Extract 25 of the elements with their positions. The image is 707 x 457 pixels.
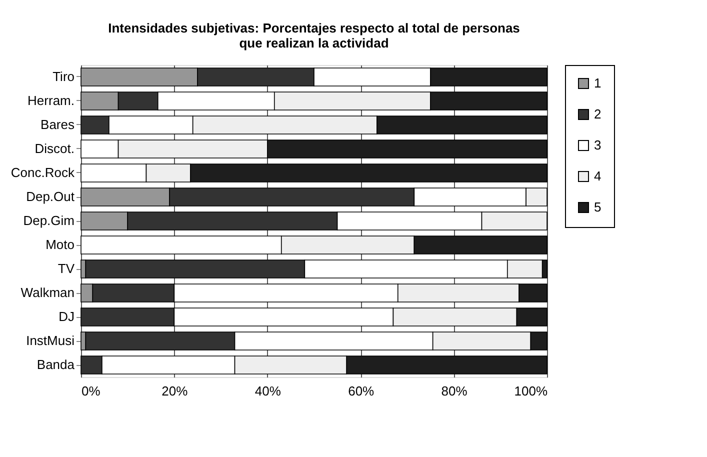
y-tick-label: Dep.Gim <box>23 213 74 228</box>
y-tick-label: TV <box>58 261 75 276</box>
y-tick-label: Conc.Rock <box>10 165 75 180</box>
legend-label: 4 <box>594 168 602 184</box>
y-tick-label: Herram. <box>28 93 74 108</box>
x-tick-label: 40% <box>254 384 282 398</box>
x-tick-label: 100% <box>514 384 548 398</box>
legend-label: 3 <box>594 138 602 152</box>
y-tick-label: Tiro <box>52 69 74 84</box>
legend-label: 1 <box>594 76 602 90</box>
y-tick-label: Discot. <box>34 141 74 156</box>
legend-label: 5 <box>594 200 602 214</box>
y-tick-label: Bares <box>40 117 75 132</box>
legend-label: 2 <box>594 106 602 122</box>
y-tick-label: Moto <box>46 237 74 252</box>
y-tick-label: InstMusi <box>26 333 75 348</box>
y-tick-label: Dep.Out <box>26 189 75 204</box>
x-tick-label: 20% <box>162 384 188 398</box>
y-tick-label: Banda <box>36 357 76 372</box>
y-tick-label: DJ <box>58 309 74 324</box>
x-tick-label: 0% <box>82 384 101 398</box>
x-tick-label: 60% <box>348 384 375 398</box>
y-tick-label: Walkman <box>20 285 74 300</box>
x-tick-label: 80% <box>441 384 468 398</box>
chart-title: Intensidades subjetivas: Porcentajes respecto al total de personas que realizan la actividad <box>108 20 520 50</box>
